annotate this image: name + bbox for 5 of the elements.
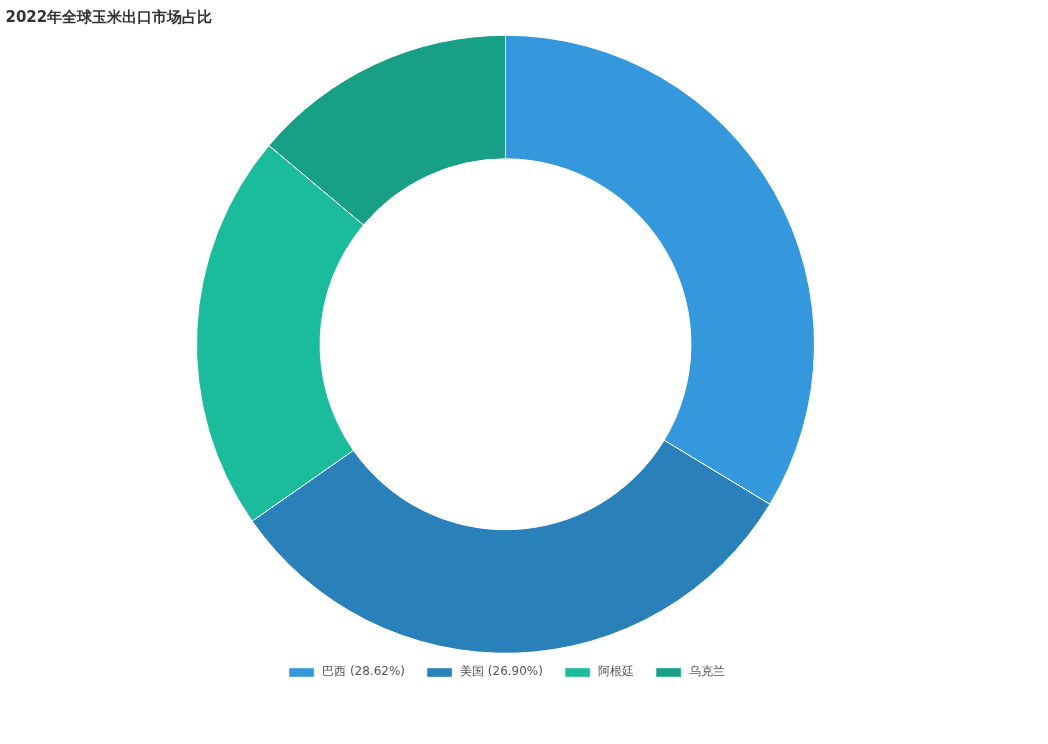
- legend-label: 巴西 (28.62%): [322, 663, 405, 680]
- legend-label: 美国 (26.90%): [460, 663, 543, 680]
- chart-title: 2022年全球玉米出口市场占比: [5, 7, 213, 26]
- legend-label: 阿根廷: [597, 663, 634, 680]
- legend-label: 乌克兰: [688, 663, 725, 680]
